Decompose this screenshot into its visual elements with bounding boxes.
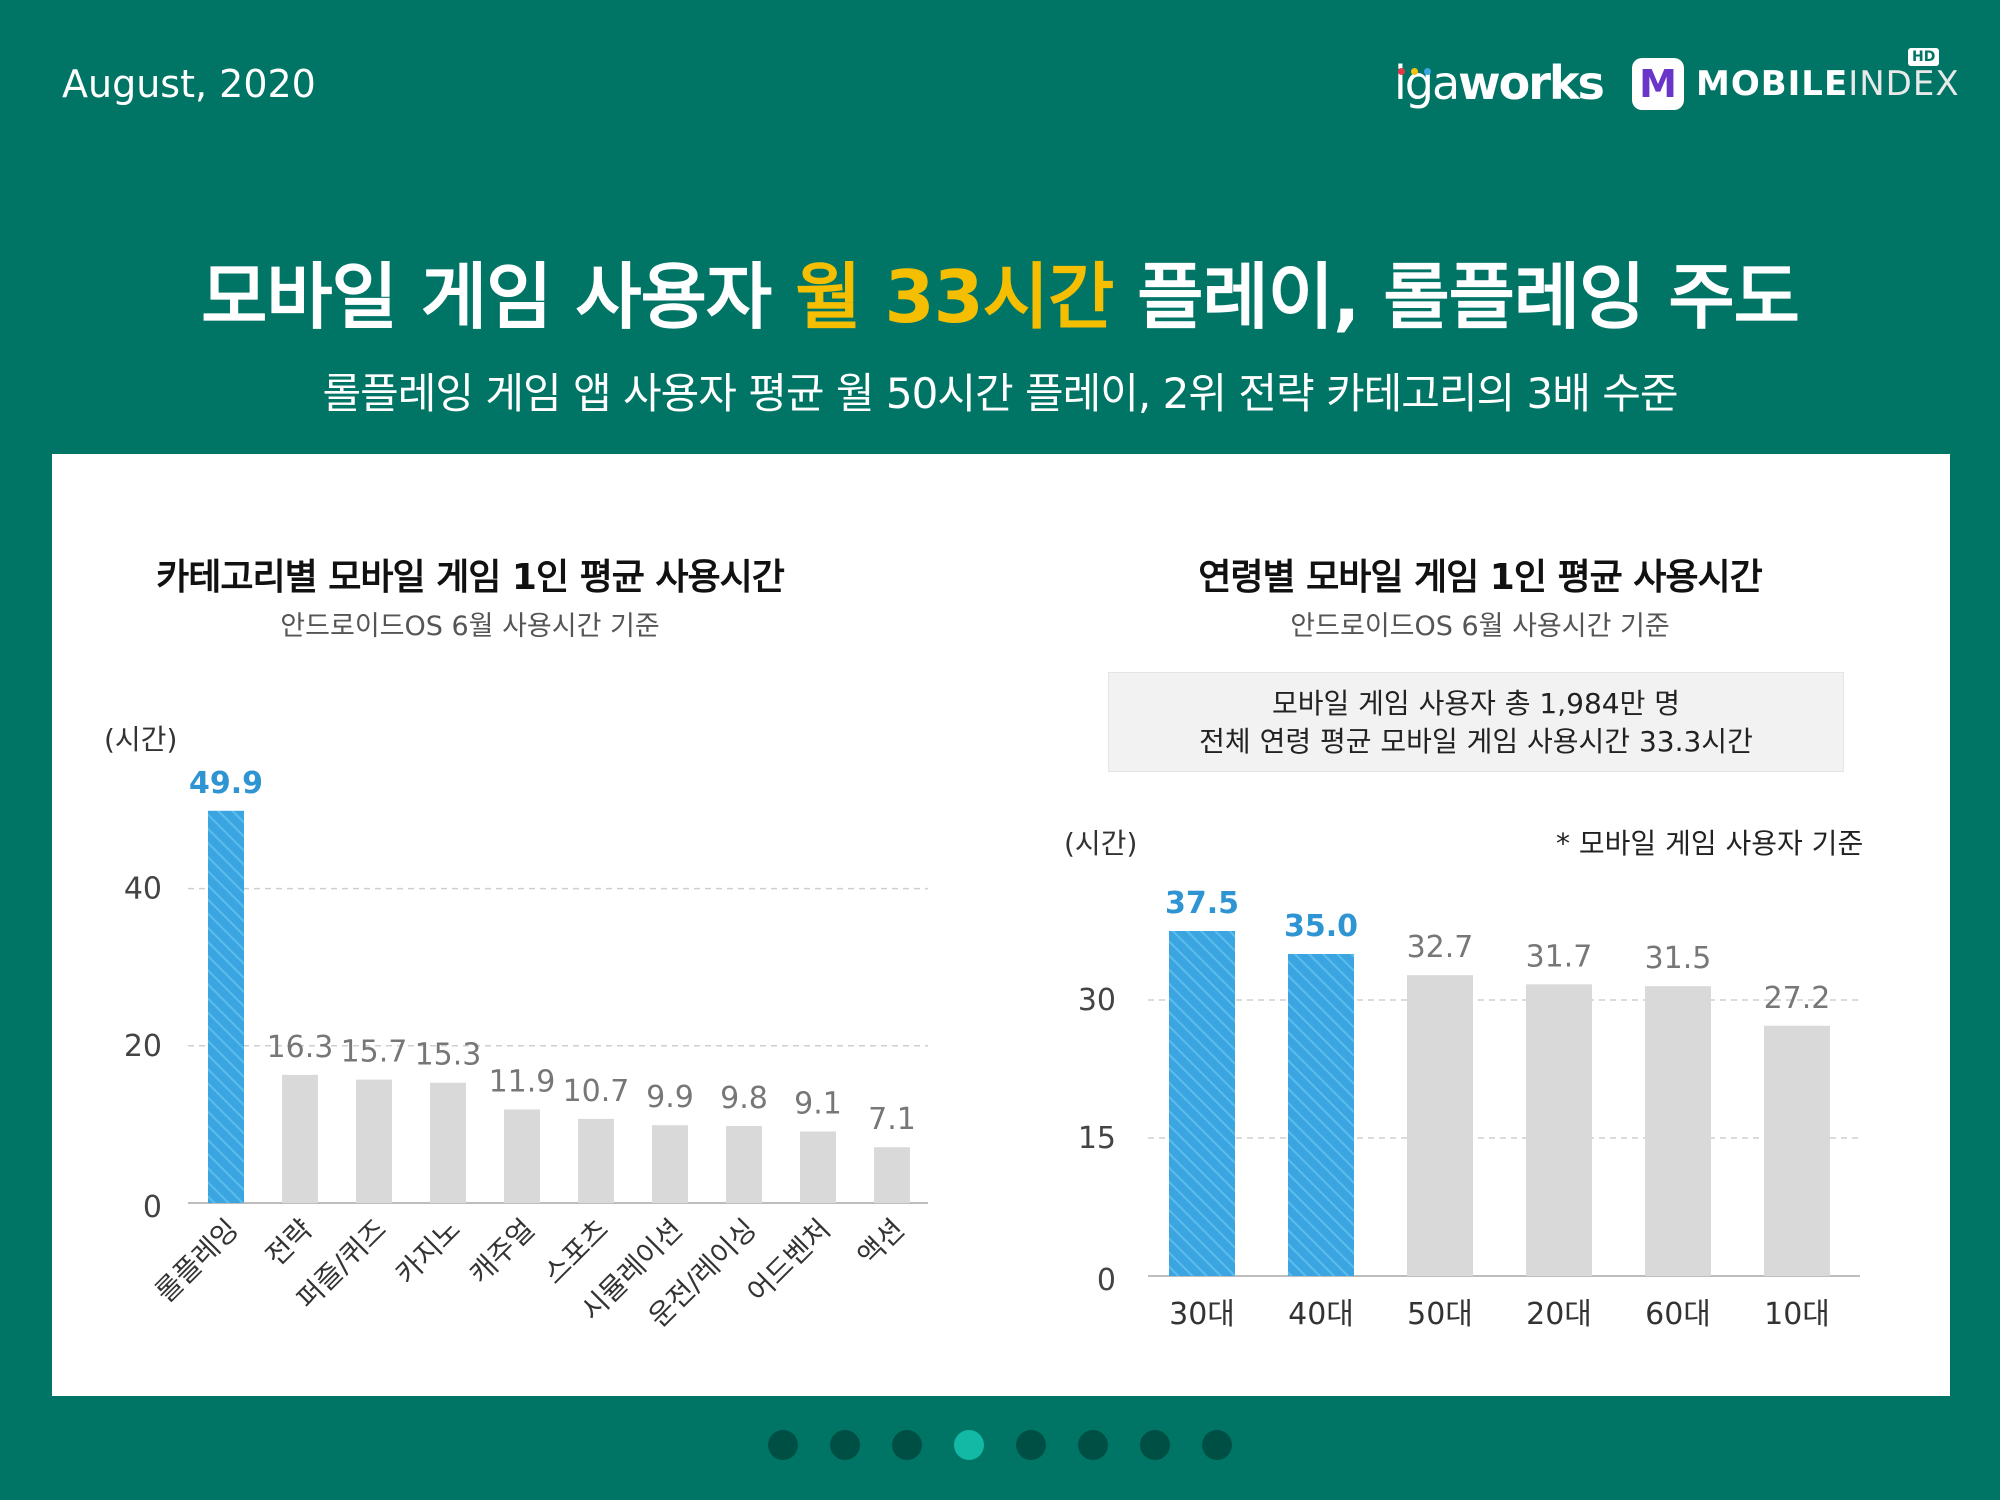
left-chart-x-label: 롤플레잉 bbox=[149, 1213, 245, 1309]
left-chart-y-tick: 0 bbox=[143, 1190, 162, 1225]
mobileindex-index: INDEX bbox=[1848, 64, 1960, 104]
pager-dot[interactable] bbox=[1140, 1430, 1170, 1460]
left-chart-value-label: 15.3 bbox=[415, 1038, 482, 1073]
pager-dot[interactable] bbox=[1016, 1430, 1046, 1460]
igaworks-logo-prefix: iga bbox=[1394, 56, 1460, 110]
pager-dot[interactable] bbox=[892, 1430, 922, 1460]
right-chart-x-label: 20대 bbox=[1526, 1297, 1592, 1332]
right-chart-value-label: 31.7 bbox=[1526, 939, 1593, 974]
right-chart-title: 연령별 모바일 게임 1인 평균 사용시간 bbox=[1198, 557, 1763, 598]
left-chart-value-label: 10.7 bbox=[563, 1074, 630, 1109]
left-chart-bar bbox=[356, 1079, 392, 1203]
right-chart-value-label: 27.2 bbox=[1764, 981, 1831, 1016]
left-chart-x-label: 액션 bbox=[851, 1213, 911, 1273]
left-chart-subtitle: 안드로이드OS 6월 사용시간 기준 bbox=[280, 611, 660, 642]
right-chart-subtitle: 안드로이드OS 6월 사용시간 기준 bbox=[1290, 611, 1670, 642]
right-chart-value-label: 32.7 bbox=[1407, 930, 1474, 965]
right-chart-bar bbox=[1407, 975, 1473, 1276]
igaworks-logo-dots bbox=[1398, 60, 1437, 79]
mobileindex-m-icon: M bbox=[1632, 58, 1684, 110]
left-chart-bar bbox=[208, 810, 244, 1203]
left-chart-value-label: 7.1 bbox=[868, 1102, 916, 1137]
left-chart-bar bbox=[726, 1125, 762, 1203]
right-chart-x-label: 60대 bbox=[1645, 1297, 1711, 1332]
right-chart-unit: (시간) bbox=[1064, 827, 1138, 860]
left-chart-unit: (시간) bbox=[104, 723, 178, 756]
right-chart-y-tick: 30 bbox=[1078, 983, 1116, 1018]
left-chart-value-label: 15.7 bbox=[341, 1035, 408, 1070]
left-chart-y-tick: 20 bbox=[124, 1029, 162, 1064]
info-box-line2: 전체 연령 평균 모바일 게임 사용시간 33.3시간 bbox=[1199, 725, 1753, 758]
title-highlight: 월 33시간 bbox=[795, 255, 1114, 339]
right-chart-note: * 모바일 게임 사용자 기준 bbox=[1556, 827, 1864, 860]
left-chart-value-label: 11.9 bbox=[489, 1064, 556, 1099]
right-chart-y-tick: 15 bbox=[1078, 1121, 1116, 1156]
left-chart-title: 카테고리별 모바일 게임 1인 평균 사용시간 bbox=[156, 557, 785, 598]
page-subtitle: 롤플레잉 게임 앱 사용자 평균 월 50시간 플레이, 2위 전략 카테고리의… bbox=[322, 369, 1678, 418]
left-chart-bar bbox=[652, 1125, 688, 1203]
pager-dot[interactable] bbox=[830, 1430, 860, 1460]
left-chart-value-label: 9.1 bbox=[794, 1086, 842, 1121]
title-post: 플레이, 롤플레잉 주도 bbox=[1113, 255, 1800, 339]
left-chart-bar bbox=[800, 1131, 836, 1203]
pager-dot[interactable] bbox=[1202, 1430, 1232, 1460]
right-chart-x-label: 30대 bbox=[1169, 1297, 1235, 1332]
info-box-line1: 모바일 게임 사용자 총 1,984만 명 bbox=[1271, 687, 1681, 720]
pager-dot[interactable] bbox=[1078, 1430, 1108, 1460]
right-chart-bar bbox=[1169, 931, 1235, 1276]
left-chart-value-label: 9.9 bbox=[646, 1080, 694, 1115]
right-chart-bar bbox=[1645, 986, 1711, 1276]
right-chart-y-tick: 0 bbox=[1097, 1263, 1116, 1298]
right-chart-value-label: 31.5 bbox=[1645, 941, 1712, 976]
igaworks-logo: igaworks bbox=[1394, 56, 1605, 110]
left-chart-value-label: 49.9 bbox=[189, 766, 263, 801]
left-chart-value-label: 16.3 bbox=[267, 1030, 334, 1065]
left-chart-bar bbox=[430, 1082, 466, 1203]
left-chart-x-label: 카지노 bbox=[389, 1213, 467, 1291]
left-chart-value-label: 9.8 bbox=[720, 1081, 768, 1116]
pager bbox=[0, 1430, 2000, 1464]
title-pre: 모바일 게임 사용자 bbox=[201, 255, 796, 339]
pager-dot[interactable] bbox=[768, 1430, 798, 1460]
mobileindex-wordmark: MOBILEINDEX bbox=[1696, 64, 1960, 104]
mobileindex-mobile: MOBILE bbox=[1696, 64, 1849, 104]
right-chart-x-label: 50대 bbox=[1407, 1297, 1473, 1332]
left-chart-x-label: 캐주얼 bbox=[463, 1213, 541, 1291]
header-date: August, 2020 bbox=[62, 62, 316, 106]
pager-dot[interactable] bbox=[954, 1430, 984, 1460]
content-panel bbox=[52, 454, 1950, 1396]
right-chart-bar bbox=[1288, 954, 1354, 1276]
right-chart-value-label: 35.0 bbox=[1284, 909, 1358, 944]
page-title: 모바일 게임 사용자 월 33시간 플레이, 롤플레잉 주도 bbox=[0, 238, 2000, 343]
hd-badge: HD bbox=[1908, 48, 1940, 66]
right-chart-value-label: 37.5 bbox=[1165, 886, 1239, 921]
right-chart-bar bbox=[1526, 984, 1592, 1276]
left-chart-bar bbox=[504, 1109, 540, 1203]
right-chart-x-label: 10대 bbox=[1764, 1297, 1830, 1332]
info-box: 모바일 게임 사용자 총 1,984만 명 전체 연령 평균 모바일 게임 사용… bbox=[1108, 672, 1844, 772]
mobileindex-logo: M MOBILEINDEX bbox=[1632, 58, 1960, 110]
igaworks-logo-bold: works bbox=[1458, 56, 1605, 110]
left-chart-bar bbox=[874, 1147, 910, 1203]
left-chart-y-tick: 40 bbox=[124, 872, 162, 907]
right-chart-x-label: 40대 bbox=[1288, 1297, 1354, 1332]
left-chart-bar bbox=[282, 1074, 318, 1203]
left-chart-bar bbox=[578, 1118, 614, 1203]
left-chart-x-label: 전략 bbox=[259, 1213, 319, 1273]
left-chart-x-label: 어드벤처 bbox=[741, 1213, 837, 1309]
right-chart-bar bbox=[1764, 1025, 1830, 1276]
